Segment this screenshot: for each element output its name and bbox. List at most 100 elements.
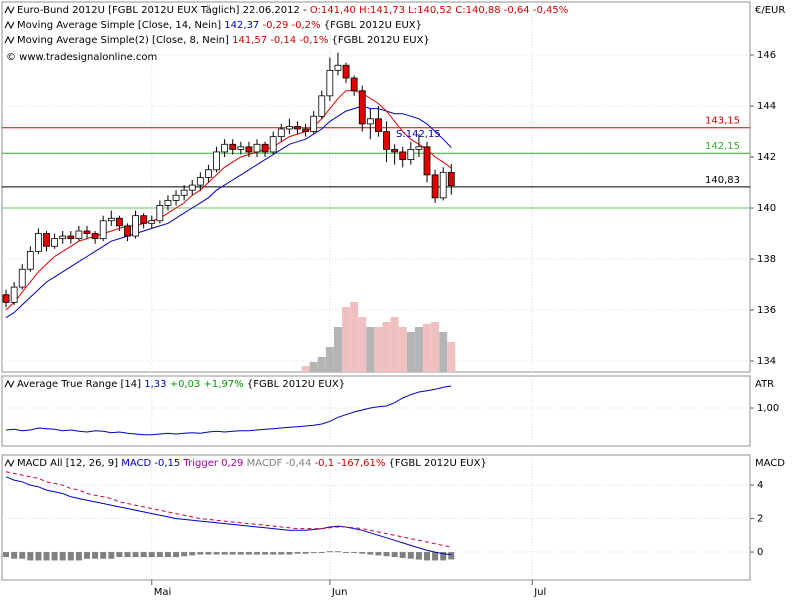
candle-body xyxy=(10,286,18,303)
histogram-bar xyxy=(343,552,350,554)
histogram-bar xyxy=(440,552,447,561)
histogram-bar xyxy=(51,552,58,561)
candle-body xyxy=(213,151,220,171)
candle-body xyxy=(269,136,277,153)
histogram-bar xyxy=(84,552,90,559)
candle-body xyxy=(188,184,196,191)
candle-body xyxy=(205,169,212,178)
candle-body xyxy=(237,146,245,150)
histogram-bar xyxy=(100,552,107,559)
annotation: S:142,15 xyxy=(396,129,441,140)
x-tick-label: Mai xyxy=(154,587,172,598)
candle-body xyxy=(196,177,204,186)
candle-body xyxy=(180,189,188,196)
legend-segment: 1,33 xyxy=(144,379,169,390)
candle-body xyxy=(67,235,75,240)
x-tick-label: Jul xyxy=(533,587,546,598)
candle-body xyxy=(358,90,366,125)
y-axis-label: €/EUR xyxy=(755,5,785,16)
histogram-bar xyxy=(448,552,455,560)
histogram-bar xyxy=(262,552,269,555)
legend-text: Moving Average Simple [Close, 14, Nein] … xyxy=(17,20,422,31)
volume-bar xyxy=(358,317,367,372)
histogram-bar xyxy=(3,552,10,558)
legend-segment: Euro-Bund 2012U [FGBL 2012U EUX Täglich]… xyxy=(17,5,310,16)
histogram-bar xyxy=(270,552,277,555)
histogram-bar xyxy=(43,552,50,561)
horizontal-line-label: 140,83 xyxy=(705,175,740,186)
histogram-bar xyxy=(75,552,82,561)
volume-bar xyxy=(406,332,415,372)
atr-panel xyxy=(1,375,751,447)
histogram-bar xyxy=(67,552,74,561)
horizontal-line-label: 143,15 xyxy=(705,116,740,127)
histogram-bar xyxy=(367,552,374,555)
candle-body xyxy=(423,146,431,176)
x-tick-label: Jun xyxy=(331,587,348,598)
candle-body xyxy=(439,171,447,199)
volume-bar xyxy=(301,366,310,372)
histogram-bar xyxy=(148,552,155,558)
histogram-bar xyxy=(391,552,398,558)
histogram-bar xyxy=(375,552,382,556)
histogram-bar xyxy=(132,552,139,558)
candle-body xyxy=(99,220,107,240)
histogram-bar xyxy=(326,551,333,553)
candle-body xyxy=(342,64,350,79)
candle-body xyxy=(18,268,26,288)
histogram-bar xyxy=(108,552,115,559)
volume-bar xyxy=(447,342,456,372)
candle-body xyxy=(399,151,407,160)
y-tick-label: 142 xyxy=(757,152,776,163)
histogram-bar xyxy=(432,552,439,561)
candle-body xyxy=(75,230,83,240)
legend-segment: +0,03 +1,97% xyxy=(170,379,247,390)
volume-bar xyxy=(374,327,383,372)
histogram-bar xyxy=(318,552,325,554)
volume-bar xyxy=(325,347,334,372)
histogram-bar xyxy=(213,552,220,555)
volume-bar xyxy=(309,362,318,372)
histogram-bar xyxy=(205,552,212,555)
candle-body xyxy=(415,146,423,150)
candle-body xyxy=(140,215,148,224)
candle-body xyxy=(148,220,156,224)
volume-bar xyxy=(398,327,407,372)
legend-segment: {FGBL 2012U EUX} xyxy=(247,379,345,390)
candle-body xyxy=(51,238,59,247)
legend-segment: -0,29 -0,2% xyxy=(262,20,323,31)
histogram-bar xyxy=(156,552,163,558)
histogram-bar xyxy=(181,552,188,557)
legend-icon xyxy=(4,20,15,30)
candle-body xyxy=(310,115,318,132)
legend-icon xyxy=(4,379,15,389)
candle-body xyxy=(229,143,237,150)
y-tick-label: 4 xyxy=(757,480,763,491)
legend-segment: Trigger 0,29 xyxy=(182,458,246,469)
volume-bar xyxy=(350,302,359,372)
y-axis-label: MACD xyxy=(755,458,785,469)
candle-body xyxy=(366,118,374,125)
histogram-bar xyxy=(173,552,180,558)
candle-body xyxy=(26,250,34,270)
legend-segment: {FGBL 2012U EUX} xyxy=(324,20,422,31)
volume-bar xyxy=(431,322,440,372)
volume-bar xyxy=(382,322,391,372)
candle-body xyxy=(2,294,10,303)
macd-panel xyxy=(1,454,751,581)
legend-segment: Average True Range [14] xyxy=(17,379,144,390)
histogram-bar xyxy=(189,552,196,556)
indicator-line xyxy=(5,471,452,548)
candle-body xyxy=(391,148,399,153)
legend-icon xyxy=(4,35,15,45)
y-tick-label: 144 xyxy=(757,101,776,112)
legend-icon xyxy=(4,5,15,15)
candle-body xyxy=(172,194,180,201)
histogram-bar xyxy=(140,552,147,558)
candle-body xyxy=(132,215,139,237)
histogram-bar xyxy=(351,552,358,554)
candle-body xyxy=(326,69,334,97)
histogram-bar xyxy=(310,552,317,554)
histogram-bar xyxy=(11,552,18,559)
